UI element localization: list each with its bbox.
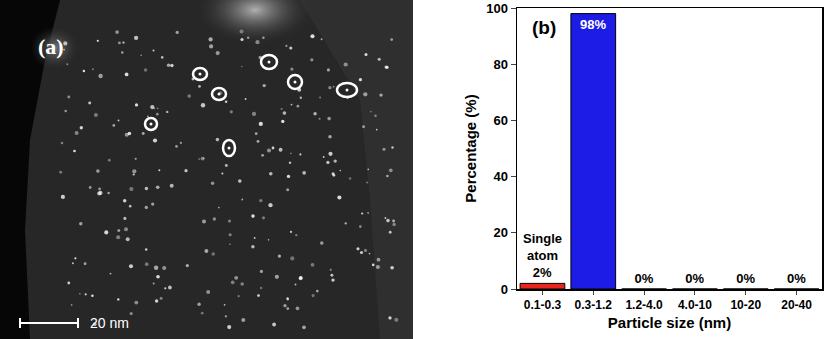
- svg-text:0.1-0.3: 0.1-0.3: [524, 298, 562, 312]
- svg-text:0%: 0%: [685, 271, 704, 286]
- svg-text:20-40: 20-40: [781, 298, 812, 312]
- svg-text:100: 100: [486, 1, 508, 16]
- svg-text:2%: 2%: [533, 265, 552, 280]
- svg-text:(b): (b): [532, 17, 556, 38]
- svg-text:0%: 0%: [787, 271, 806, 286]
- svg-text:98%: 98%: [580, 17, 606, 32]
- svg-text:1.2-4.0: 1.2-4.0: [625, 298, 663, 312]
- svg-text:20 nm: 20 nm: [90, 315, 129, 331]
- svg-text:(a): (a): [38, 34, 64, 59]
- svg-text:0: 0: [501, 282, 508, 297]
- svg-text:0.3-1.2: 0.3-1.2: [575, 298, 613, 312]
- svg-text:20: 20: [493, 225, 507, 240]
- svg-text:Singleatom: Singleatom: [523, 231, 562, 263]
- svg-text:0%: 0%: [736, 271, 755, 286]
- svg-text:60: 60: [493, 113, 507, 128]
- svg-text:40: 40: [493, 169, 507, 184]
- svg-text:10-20: 10-20: [730, 298, 761, 312]
- svg-text:Percentage (%): Percentage (%): [462, 94, 479, 202]
- svg-text:0%: 0%: [634, 271, 653, 286]
- svg-text:80: 80: [493, 57, 507, 72]
- svg-text:Particle size (nm): Particle size (nm): [608, 314, 731, 331]
- svg-text:4.0-10: 4.0-10: [678, 298, 712, 312]
